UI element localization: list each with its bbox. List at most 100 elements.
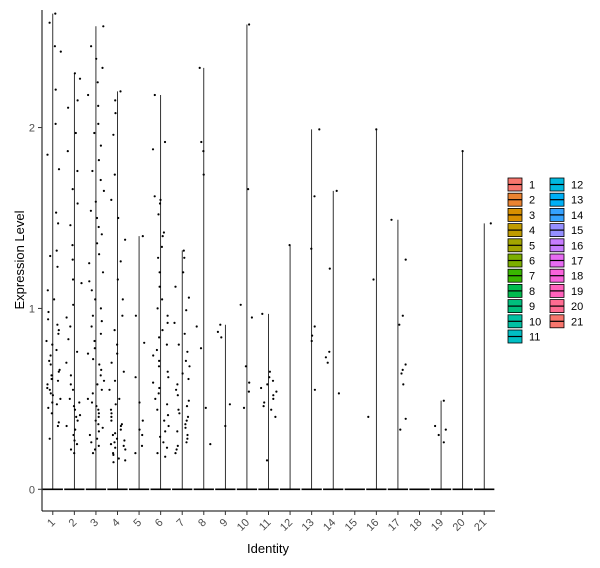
data-point	[56, 323, 59, 326]
data-point	[93, 339, 96, 343]
data-point	[59, 397, 62, 400]
data-point	[248, 23, 251, 26]
data-point	[182, 249, 185, 252]
data-point	[186, 415, 190, 418]
data-point	[78, 401, 81, 404]
data-point	[53, 298, 56, 301]
data-point	[48, 21, 51, 24]
x-tick-label: 18	[407, 517, 424, 534]
data-point	[50, 412, 53, 415]
data-point	[47, 310, 50, 314]
data-point	[153, 93, 156, 97]
data-point	[58, 368, 61, 371]
data-point	[76, 99, 79, 102]
data-point	[72, 405, 76, 408]
data-point	[324, 356, 327, 359]
data-point	[157, 392, 160, 395]
data-point	[87, 93, 90, 97]
y-tick-label: 2	[29, 123, 35, 135]
data-point	[220, 336, 223, 339]
data-point	[80, 282, 83, 285]
data-point	[67, 106, 70, 109]
data-point	[73, 452, 76, 455]
data-point	[154, 397, 157, 400]
data-point	[166, 314, 169, 317]
data-point	[178, 412, 181, 415]
data-point	[124, 459, 127, 462]
data-point	[328, 267, 331, 270]
data-point	[176, 430, 179, 433]
data-point	[239, 303, 242, 306]
data-point	[268, 370, 271, 373]
data-point	[68, 397, 71, 400]
data-point	[88, 262, 91, 265]
data-point	[119, 424, 122, 428]
data-point	[48, 388, 51, 391]
data-point	[337, 392, 340, 395]
data-point	[46, 383, 49, 386]
data-point	[187, 296, 190, 299]
data-point	[181, 372, 184, 375]
data-point	[119, 428, 122, 431]
legend-label-13: 13	[571, 195, 583, 207]
data-point	[94, 298, 97, 301]
data-point	[404, 363, 407, 366]
plot-panel: 012 1 2 3 4 5 6 7 8 9 10 11 12 13 14 15 16 17 18 19 20 21	[29, 10, 495, 534]
x-tick-label: 15	[343, 517, 360, 534]
data-point	[65, 424, 68, 428]
data-point	[49, 363, 52, 366]
data-point	[156, 408, 159, 411]
data-point	[94, 419, 97, 422]
data-point	[219, 323, 222, 326]
data-point	[75, 415, 78, 418]
data-point	[59, 50, 62, 53]
data-point	[173, 321, 176, 324]
legend-label-7: 7	[529, 271, 535, 283]
data-point	[184, 359, 187, 362]
data-point	[75, 443, 79, 446]
data-point	[101, 66, 104, 69]
data-point	[110, 361, 113, 364]
x-tick-label: 20	[451, 517, 468, 534]
legend-label-1: 1	[529, 180, 535, 192]
data-point	[66, 150, 69, 153]
data-point	[260, 386, 263, 390]
x-tick-label: 11	[257, 517, 274, 534]
data-point	[375, 128, 378, 131]
data-point	[134, 452, 137, 455]
legend-label-19: 19	[571, 286, 583, 298]
data-point	[91, 169, 94, 173]
data-point	[157, 213, 160, 216]
data-point	[247, 188, 250, 191]
data-point	[90, 289, 93, 292]
data-point	[49, 254, 52, 258]
data-point	[97, 423, 100, 426]
data-point	[174, 452, 177, 455]
x-tick-label: 1	[45, 517, 58, 530]
data-point	[313, 388, 316, 391]
data-point	[102, 379, 106, 382]
data-point	[164, 430, 167, 433]
data-point	[183, 332, 186, 335]
data-point	[272, 394, 275, 397]
data-point	[96, 81, 99, 84]
data-point	[187, 399, 190, 402]
data-point	[46, 153, 49, 156]
data-point	[216, 330, 219, 333]
data-point	[97, 430, 100, 433]
data-point	[155, 348, 158, 352]
data-point	[167, 376, 170, 379]
data-point	[271, 379, 275, 382]
data-point	[176, 444, 179, 447]
data-point	[71, 258, 74, 261]
data-point	[93, 131, 96, 135]
data-point	[54, 12, 57, 15]
data-point	[76, 169, 79, 173]
data-point	[177, 343, 180, 346]
data-point	[116, 352, 119, 355]
data-point	[69, 383, 72, 386]
data-point	[49, 392, 52, 395]
data-point	[186, 350, 189, 353]
data-point	[124, 448, 127, 451]
data-point	[89, 209, 92, 212]
